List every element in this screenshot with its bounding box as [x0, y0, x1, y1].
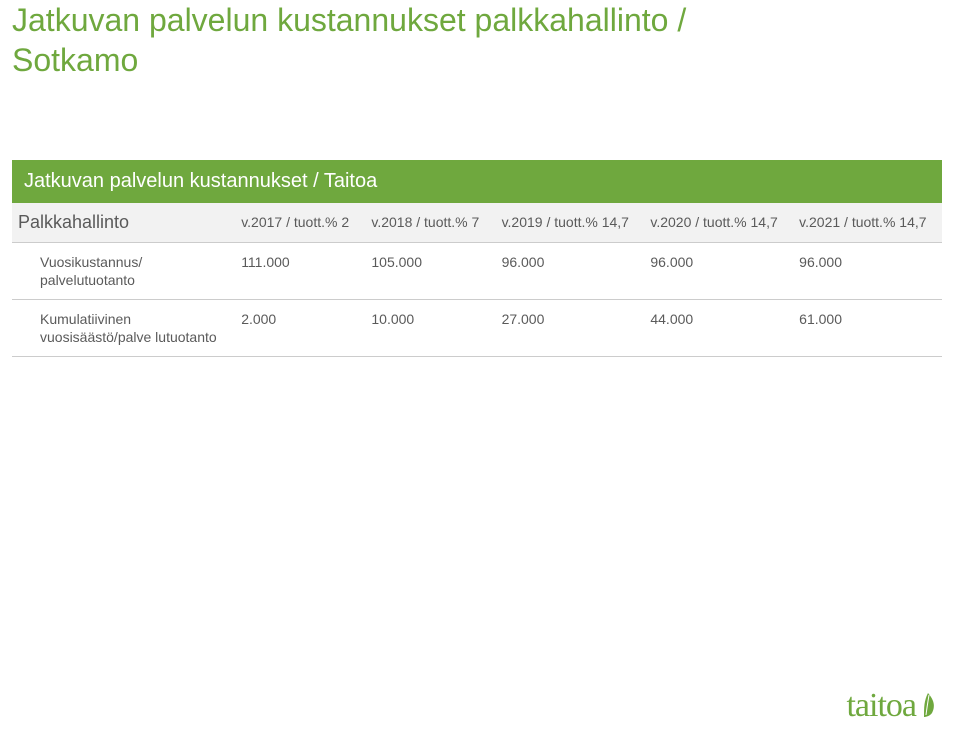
row1-cell3: 44.000 [644, 299, 793, 356]
page-title: Jatkuvan palvelun kustannukset palkkahal… [12, 0, 686, 80]
header-rowlabel: Palkkahallinto [12, 203, 235, 242]
title-line-2: Sotkamo [12, 42, 138, 78]
header-col-2: v.2019 / tuott.% 14,7 [496, 203, 645, 242]
table-banner: Jatkuvan palvelun kustannukset / Taitoa [12, 160, 942, 203]
row0-cell4: 96.000 [793, 242, 942, 299]
row1-cell1: 10.000 [365, 299, 495, 356]
row0-cell2: 96.000 [496, 242, 645, 299]
table-row: Kumulatiivinen vuosisäästö/palve lutuota… [12, 299, 942, 356]
logo-text: taitoa [846, 689, 916, 723]
row0-cell0: 111.000 [235, 242, 365, 299]
row0-cell1: 105.000 [365, 242, 495, 299]
leaf-icon [918, 689, 938, 717]
header-col-1: v.2018 / tuott.% 7 [365, 203, 495, 242]
table-row: Vuosikustannus/ palvelutuotanto 111.000 … [12, 242, 942, 299]
row1-label: Kumulatiivinen vuosisäästö/palve lutuota… [12, 299, 235, 356]
cost-table: Jatkuvan palvelun kustannukset / Taitoa … [12, 160, 942, 357]
row1-cell2: 27.000 [496, 299, 645, 356]
row0-cell3: 96.000 [644, 242, 793, 299]
header-col-4: v.2021 / tuott.% 14,7 [793, 203, 942, 242]
table-header-row: Palkkahallinto v.2017 / tuott.% 2 v.2018… [12, 203, 942, 242]
header-col-3: v.2020 / tuott.% 14,7 [644, 203, 793, 242]
row0-label: Vuosikustannus/ palvelutuotanto [12, 242, 235, 299]
table-banner-row: Jatkuvan palvelun kustannukset / Taitoa [12, 160, 942, 203]
row1-cell4: 61.000 [793, 299, 942, 356]
row1-cell0: 2.000 [235, 299, 365, 356]
title-line-1: Jatkuvan palvelun kustannukset palkkahal… [12, 2, 686, 38]
header-col-0: v.2017 / tuott.% 2 [235, 203, 365, 242]
taitoa-logo: taitoa [846, 689, 938, 723]
